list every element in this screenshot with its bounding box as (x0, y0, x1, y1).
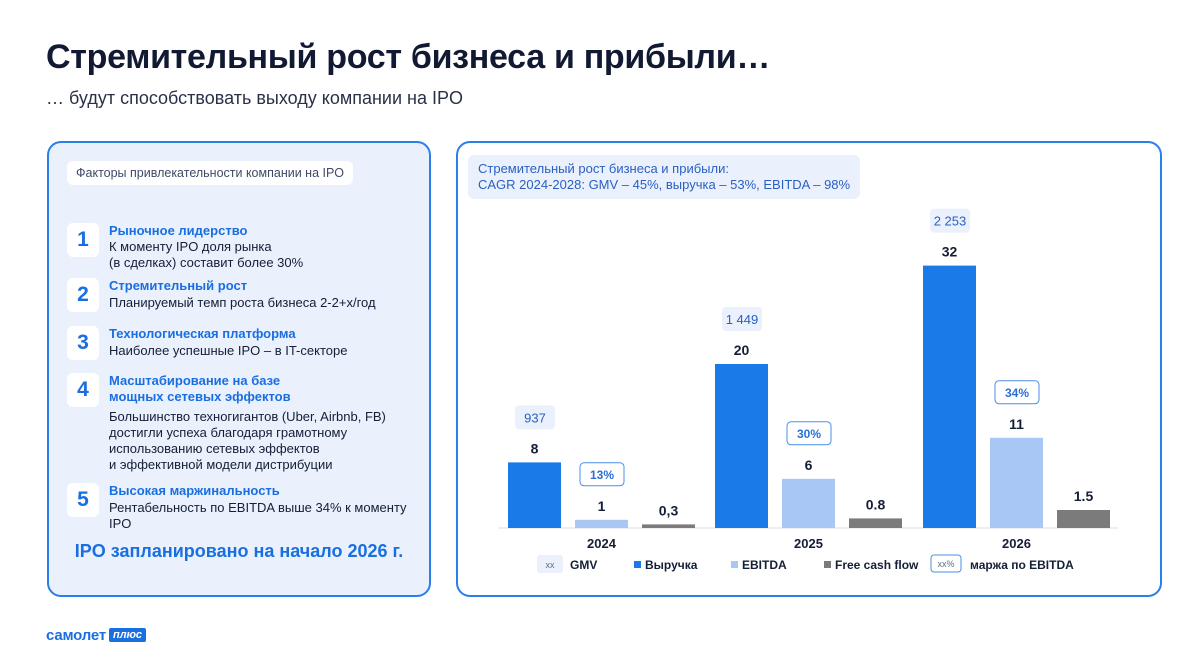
gmv-value-label: 937 (524, 410, 546, 425)
factor-heading: Масштабирование на базе мощных сетевых э… (109, 373, 291, 404)
legend-revenue-label: Выручка (645, 558, 698, 572)
factor-heading: Высокая маржинальность (109, 483, 280, 498)
margin-value-label: 13% (590, 468, 614, 482)
factor-number: 1 (67, 223, 99, 257)
chart-tag-line2: CAGR 2024-2028: GMV – 45%, выручка – 53%… (478, 177, 851, 192)
logo-text: самолет (46, 626, 106, 644)
bar-value-label: 11 (1009, 416, 1024, 432)
chart-tag-line1: Стремительный рост бизнеса и прибыли: (478, 161, 729, 176)
factor-number: 2 (67, 278, 99, 312)
bar-value-label: 0.8 (866, 496, 886, 512)
gmv-badge (515, 405, 555, 430)
margin-value-label: 34% (1005, 386, 1029, 400)
gmv-badge (722, 307, 762, 331)
legend-ebitda-label: EBITDA (742, 558, 787, 572)
legend-revenue-swatch (634, 561, 641, 568)
gmv-value-label: 1 449 (726, 312, 759, 327)
bar-value-label: 6 (805, 457, 813, 473)
company-logo: самолет плюс (46, 626, 147, 644)
bar-value-label: 1 (598, 498, 606, 514)
legend-margin-swatch-text: xx% (937, 559, 954, 569)
factors-tag: Факторы привлекательности компании на IP… (67, 161, 354, 185)
factor-heading: Рыночное лидерство (109, 223, 248, 238)
factor-text: Наиболее успешные IPO – в IT-секторе (109, 343, 348, 358)
legend-gmv-swatch-text: xx (546, 560, 556, 570)
margin-badge (579, 462, 625, 487)
legend-margin-swatch (930, 554, 962, 573)
legend-fcf-label: Free cash flow (835, 558, 919, 572)
bar-ebitda (575, 519, 628, 528)
bar-ebitda (990, 437, 1043, 528)
growth-bar-chart: 8 1 0,3 937 13% 2024 20 6 0.8 1 449 30% 2025 32 11 1.5… (498, 208, 1118, 573)
ipo-date-note: IPO запланировано на начало 2026 г. (74, 541, 404, 561)
ipo-factors-panel: Факторы привлекательности компании на IP… (47, 141, 431, 597)
bar-value-label: 0,3 (659, 502, 679, 518)
factor-heading: Технологическая платформа (109, 326, 296, 341)
bar-revenue (715, 364, 768, 528)
gmv-value-label: 2 253 (934, 214, 967, 229)
page-subtitle: … будут способствовать выходу компании н… (46, 88, 464, 108)
legend-ebitda-swatch (731, 561, 738, 568)
x-tick-label: 2024 (587, 536, 617, 551)
factor-heading: Стремительный рост (109, 278, 248, 293)
x-tick-label: 2026 (1002, 536, 1031, 551)
legend-fcf-swatch (824, 561, 831, 568)
factor-text: К моменту IPO доля рынка (в сделках) сос… (109, 239, 304, 270)
bar-value-label: 8 (531, 440, 539, 456)
legend-gmv-swatch (537, 555, 563, 573)
factor-number: 3 (67, 326, 99, 360)
logo-badge: плюс (108, 628, 147, 642)
bar-value-label: 1.5 (1074, 488, 1094, 504)
page-title: Стремительный рост бизнеса и прибыли… (46, 38, 771, 76)
bar-fcf (1057, 510, 1110, 528)
margin-badge (994, 380, 1040, 405)
factor-number: 4 (67, 373, 99, 407)
bar-ebitda (782, 478, 835, 528)
bar-revenue (508, 462, 561, 528)
chart-tag: Стремительный рост бизнеса и прибыли: CA… (468, 155, 861, 199)
factor-text: Планируемый темп роста бизнеса 2-2+х/год (109, 295, 376, 310)
margin-badge (786, 421, 832, 446)
gmv-badge (930, 208, 970, 233)
bar-fcf (642, 524, 695, 528)
growth-chart-panel: Стремительный рост бизнеса и прибыли: CA… (456, 141, 1162, 597)
bar-revenue (923, 265, 976, 528)
bar-value-label: 32 (942, 244, 958, 260)
factor-text: Рентабельность по EBITDA выше 34% к моме… (109, 500, 407, 531)
factor-text: Большинство техногигантов (Uber, Airbnb,… (109, 409, 386, 472)
x-tick-label: 2025 (794, 536, 823, 551)
legend-gmv-label: GMV (570, 558, 597, 572)
margin-value-label: 30% (797, 427, 821, 441)
legend-margin-label: маржа по EBITDA (970, 558, 1074, 572)
bar-value-label: 20 (734, 342, 750, 358)
factor-number: 5 (67, 483, 99, 517)
bar-fcf (849, 518, 902, 528)
